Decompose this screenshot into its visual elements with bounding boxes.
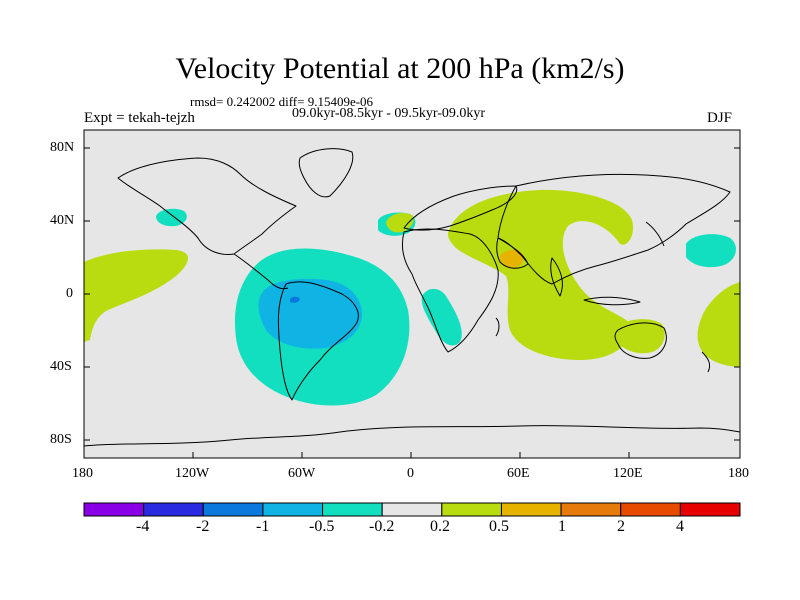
- contour-eurasia-pos: [448, 189, 634, 360]
- colorbar-label: 0.2: [430, 518, 450, 535]
- coast-africa: [401, 228, 499, 353]
- coast-new-zealand: [701, 351, 711, 373]
- coast-indonesia: [583, 296, 641, 306]
- coast-south-america: [277, 281, 359, 401]
- season-label: DJF: [707, 110, 733, 126]
- coast-japan: [645, 221, 665, 247]
- coast-australia: [614, 322, 667, 359]
- coastlines: [84, 148, 740, 447]
- contour-mediterranean-pos: [386, 213, 414, 233]
- colorbar-box: [202, 502, 264, 517]
- colorbar-box: [322, 502, 383, 517]
- contour-amazon-core: [258, 278, 362, 349]
- colorbar-label: 0.5: [489, 518, 509, 535]
- map-background: [84, 130, 740, 458]
- coast-antarctica: [84, 425, 740, 447]
- coast-greenland: [298, 148, 354, 198]
- colorbar-label: 4: [676, 518, 684, 535]
- coast-central-america: [233, 253, 289, 290]
- contour-arabia-peak: [499, 249, 524, 269]
- contour-dateline-west-pos: [84, 249, 189, 342]
- contour-dateline-east-pos: [697, 282, 740, 367]
- colorbar-label: 2: [617, 518, 625, 535]
- lon-tick-180w: 180: [72, 466, 93, 481]
- colorbar-label: -0.2: [369, 518, 395, 535]
- lon-tick-60e: 60E: [507, 466, 530, 481]
- coast-north-america: [117, 157, 297, 255]
- colorbar-box: [500, 502, 562, 517]
- colorbar-box: [143, 502, 204, 517]
- experiment-label: Expt = tekah-tejzh: [84, 110, 195, 126]
- colorbar-box: [679, 502, 741, 517]
- colorbar-box: [620, 502, 681, 517]
- lon-tick-180e: 180: [728, 466, 749, 481]
- coast-europe: [403, 185, 518, 231]
- colorbar-label: 1: [558, 518, 566, 535]
- lat-tick-40s: 40S: [50, 359, 72, 374]
- period-label: 09.0kyr-08.5kyr - 09.5kyr-09.0kyr: [292, 106, 486, 121]
- tick-marks: [83, 147, 741, 458]
- colorbar-box: [83, 502, 145, 517]
- lat-tick-40n: 40N: [50, 213, 75, 228]
- lon-tick-120w: 120W: [175, 466, 210, 481]
- lon-tick-60w: 60W: [288, 466, 316, 481]
- rmsd-diff-stats: rmsd= 0.242002 diff= 9.15409e-06: [190, 94, 374, 109]
- coast-madagascar: [495, 317, 500, 337]
- map-title: Velocity Potential at 200 hPa (km2/s): [175, 52, 625, 85]
- contour-east-pacific-neg: [686, 234, 736, 268]
- colorbar-label: -0.5: [309, 518, 335, 535]
- colorbar-label: -1: [256, 518, 270, 535]
- lat-tick-80n: 80N: [50, 140, 75, 155]
- coast-india: [550, 257, 563, 297]
- colorbar-label: -2: [196, 518, 210, 535]
- contour-australia-pos: [616, 319, 665, 354]
- lon-tick-120e: 120E: [613, 466, 643, 481]
- colorbar-box: [441, 502, 502, 517]
- colorbar-box: [560, 502, 622, 517]
- coast-arabia: [496, 237, 529, 269]
- contour-amazon-peak: [290, 296, 300, 303]
- contour-fields: [84, 148, 740, 447]
- contour-atlantic-neg: [421, 288, 462, 346]
- colorbar-label: -4: [136, 518, 150, 535]
- colorbar-box: [381, 502, 443, 517]
- colorbar-box: [262, 502, 324, 517]
- lon-tick-0: 0: [407, 466, 414, 481]
- lat-tick-80s: 80S: [50, 432, 72, 447]
- colorbar: [83, 502, 741, 517]
- lat-tick-0: 0: [66, 286, 73, 301]
- contour-north-pacific-neg: [156, 208, 187, 227]
